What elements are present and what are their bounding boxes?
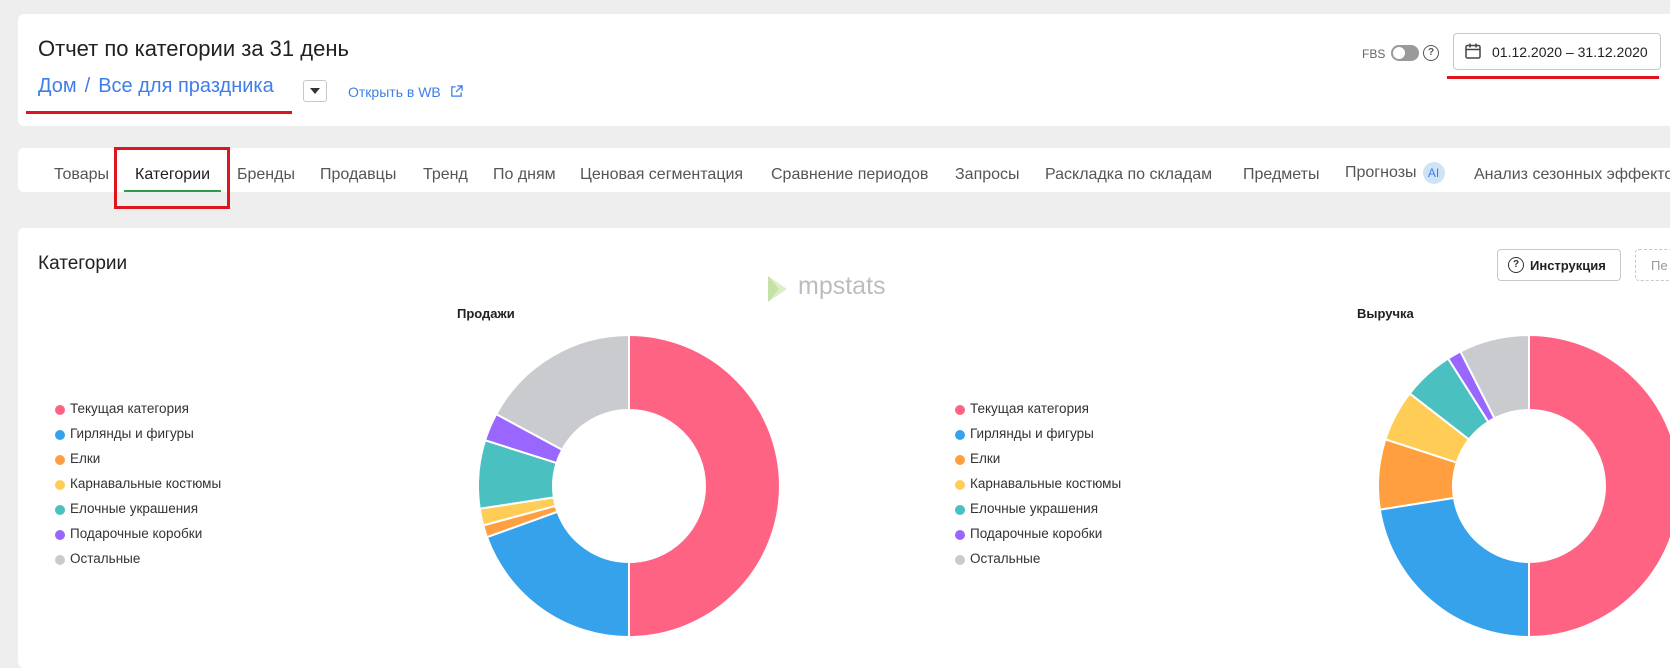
question-icon: ?: [1508, 257, 1524, 273]
fbs-toggle[interactable]: [1391, 45, 1419, 61]
legend-swatch: [955, 505, 965, 515]
tab-bar: Товары Категории Бренды Продавцы Тренд П…: [18, 148, 1670, 192]
legend-label: Елки: [70, 451, 101, 466]
open-in-wb-link[interactable]: Открыть в WB: [348, 84, 463, 100]
tab-warehouse-layout[interactable]: Раскладка по складам: [1045, 166, 1213, 183]
watermark-text: mpstats: [798, 272, 886, 300]
tab-subjects[interactable]: Предметы: [1243, 166, 1320, 183]
legend-label: Гирлянды и фигуры: [970, 426, 1094, 441]
legend-label: Остальные: [70, 551, 141, 566]
legend-label: Карнавальные костюмы: [970, 476, 1122, 491]
breadcrumb-item-holiday[interactable]: Все для праздника: [98, 75, 274, 97]
calendar-icon: [1465, 43, 1481, 59]
external-link-icon: [450, 85, 463, 97]
legend-label: Елочные украшения: [970, 501, 1099, 516]
instruction-button[interactable]: ? Инструкция: [1497, 249, 1621, 281]
mpstats-watermark: mpstats: [765, 270, 925, 306]
ai-badge: AI: [1422, 162, 1445, 184]
tab-by-days[interactable]: По дням: [493, 166, 556, 183]
report-header: Отчет по категории за 31 день Дом / Все дл…: [18, 14, 1670, 126]
breadcrumb-separator: /: [84, 75, 91, 97]
sales-slice-1[interactable]: [485, 510, 630, 639]
legend-swatch: [55, 405, 65, 415]
date-range-picker[interactable]: 01.12.2020 – 31.12.2020: [1453, 33, 1661, 70]
legend-swatch: [55, 455, 65, 465]
legend-label: Гирлянды и фигуры: [70, 426, 194, 441]
annotation-underline-date: [1447, 76, 1659, 79]
instruction-label: Инструкция: [1530, 258, 1606, 273]
revenue-slice-0[interactable]: [1528, 333, 1670, 639]
legend-label: Текущая категория: [70, 401, 189, 416]
legend-label: Карнавальные костюмы: [70, 476, 222, 491]
sales-slice-0[interactable]: [628, 333, 779, 639]
legend-swatch: [955, 530, 965, 540]
active-tab-indicator: [124, 190, 221, 192]
tab-price-segmentation[interactable]: Ценовая сегментация: [580, 166, 744, 183]
tab-products[interactable]: Товары: [54, 166, 110, 183]
legend-swatch: [955, 480, 965, 490]
legend-swatch: [955, 455, 965, 465]
legend-swatch: [955, 555, 965, 565]
legend-swatch: [55, 530, 65, 540]
annotation-box-categories-tab: [114, 147, 230, 209]
tab-sellers[interactable]: Продавцы: [320, 166, 397, 183]
open-in-wb-label: Открыть в WB: [348, 84, 441, 100]
legend-label: Елки: [970, 451, 1001, 466]
category-dropdown-button[interactable]: [303, 80, 327, 102]
tab-period-comparison[interactable]: Сравнение периодов: [771, 166, 929, 183]
breadcrumb-item-home[interactable]: Дом: [38, 75, 77, 97]
tab-queries[interactable]: Запросы: [955, 166, 1020, 183]
legend-swatch: [55, 480, 65, 490]
help-icon[interactable]: ?: [1423, 45, 1439, 61]
legend-label: Подарочные коробки: [970, 526, 1103, 541]
legend-label: Текущая категория: [970, 401, 1089, 416]
legend-swatch: [955, 405, 965, 415]
donut-chart-sales: [479, 333, 779, 639]
tab-trend[interactable]: Тренд: [423, 166, 468, 183]
period-button[interactable]: Пе: [1635, 249, 1670, 281]
chart-title-sales: Продажи: [457, 306, 515, 321]
mpstats-logo-icon: [768, 276, 787, 302]
legend-swatch: [55, 505, 65, 515]
tab-seasonal-analysis[interactable]: Анализ сезонных эффектов: [1474, 166, 1670, 183]
tab-categories[interactable]: Категории: [135, 166, 211, 183]
legend-label: Подарочные коробки: [70, 526, 203, 541]
date-range-value: 01.12.2020 – 31.12.2020: [1492, 44, 1648, 60]
breadcrumb: Дом / Все для праздника: [38, 75, 274, 98]
tab-forecasts[interactable]: Прогнозы AI: [1345, 162, 1445, 184]
sales-slice-6[interactable]: [494, 333, 630, 452]
legend-swatch: [55, 430, 65, 440]
legend-label: Елочные украшения: [70, 501, 199, 516]
page-title: Отчет по категории за 31 день: [38, 36, 349, 61]
legend-swatch: [55, 555, 65, 565]
period-button-label: Пе: [1651, 258, 1668, 273]
donut-chart-revenue: [1379, 333, 1670, 639]
legend-label: Остальные: [970, 551, 1041, 566]
tab-brands[interactable]: Бренды: [237, 166, 295, 183]
fbs-label: FBS: [1362, 47, 1386, 61]
section-title: Категории: [38, 253, 128, 274]
revenue-slice-6[interactable]: [1459, 333, 1530, 420]
chart-title-revenue: Выручка: [1357, 306, 1414, 321]
tab-forecasts-label: Прогнозы: [1345, 164, 1417, 182]
revenue-slice-1[interactable]: [1379, 496, 1530, 639]
annotation-underline-breadcrumb: [26, 111, 292, 114]
legend-swatch: [955, 430, 965, 440]
